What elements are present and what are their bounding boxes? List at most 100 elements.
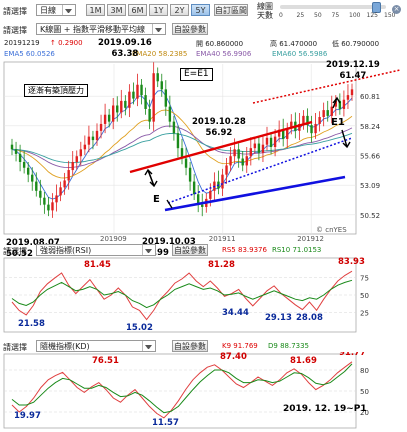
candle-body (116, 105, 119, 113)
period-button-1m[interactable]: 1M (86, 4, 105, 16)
low-readout: 低 60.790000 (332, 40, 380, 48)
watermark: © cnYES (316, 226, 347, 234)
custom-range-button[interactable]: 自訂區間 (214, 4, 248, 16)
period-select[interactable]: 日線 (36, 4, 76, 16)
candle-body (111, 105, 115, 122)
indicator-select[interactable]: K線圖 + 指數平滑移動平均線 (36, 23, 166, 35)
close-icon[interactable]: × (392, 5, 401, 14)
kd-custom-params-button[interactable]: 自設參數 (172, 340, 208, 352)
slider-tick: 125 (366, 12, 378, 19)
candle-body (148, 108, 151, 122)
candle-body (128, 91, 131, 108)
main-x-tick-label: 201912 (297, 235, 324, 242)
kd-y-tick-label: 80 (360, 367, 369, 375)
rsi-custom-params-button[interactable]: 自設參數 (172, 244, 208, 256)
kd-value-label: 87.40 (220, 352, 247, 362)
candle-body (152, 73, 155, 122)
candle-body (55, 195, 58, 203)
rsi-y-tick-label: 25 (360, 310, 369, 318)
peak-value: 63.38 (111, 49, 139, 59)
rsi-rs10-readout: RS10 71.0153 (272, 246, 322, 254)
ema20-readout: EMA20 58.2385 (132, 50, 188, 58)
mid-date: 2019.10.28 (192, 117, 246, 127)
kd-k9-readout: K9 91.769 (222, 342, 258, 350)
candle-body (237, 149, 240, 159)
candle-body (245, 156, 248, 166)
candle-body (168, 106, 172, 122)
days-slider-handle[interactable] (372, 2, 381, 13)
candle-body (286, 128, 289, 139)
high-readout: 高 61.470000 (270, 40, 318, 48)
candle-body (306, 115, 309, 126)
rsi-value-label: 34.44 (222, 308, 249, 318)
candle-body (334, 100, 338, 107)
trend-line-lower (164, 175, 346, 212)
ema5-readout: EMA5 60.0526 (4, 50, 55, 58)
period-button-3m[interactable]: 3M (107, 4, 126, 16)
ema60-readout: EMA60 56.5986 (272, 50, 328, 58)
kd-value-label: 91.77 (339, 352, 366, 358)
candle-body (342, 99, 346, 109)
days-slider-track[interactable] (280, 2, 386, 13)
candle-body (140, 84, 143, 96)
candle-body (26, 167, 30, 175)
main-y-tick-label: 55.66 (360, 153, 381, 161)
candle-body (22, 161, 26, 168)
candle-body (322, 110, 325, 118)
candle-body (188, 167, 192, 182)
kd-value-label: 81.69 (290, 356, 317, 366)
period-button-1y[interactable]: 1Y (149, 4, 168, 16)
change-readout: ↑ 0.2900 (50, 39, 83, 47)
kd-chart: 80 50 20 76.51 87.40 81.69 91.77 19.97 11.57 (3, 352, 369, 429)
indicator-select-label: 請選擇 (3, 26, 27, 35)
kd-select[interactable]: 隨機指標(KD) (36, 340, 156, 352)
custom-params-button[interactable]: 自設參數 (172, 23, 208, 35)
e1-label: E1 (331, 117, 345, 128)
chevron-down-icon (142, 341, 152, 351)
last-value: 61.47 (339, 71, 367, 81)
footer-note: 2019. 12. 19~P1 (283, 404, 367, 414)
rsi-y-tick-label: 75 (360, 275, 369, 283)
candle-body (95, 130, 99, 141)
candle-body (31, 174, 34, 182)
mid-annotation: 2019.10.28 56.92 (192, 117, 246, 139)
rsi-rs5-line (11, 270, 353, 321)
kd-y-tick-label: 50 (360, 388, 369, 396)
period-button-2y[interactable]: 2Y (170, 4, 189, 16)
kd-d9-line (11, 363, 353, 414)
kd-value-label: 19.97 (14, 411, 41, 421)
candle-body (107, 114, 111, 122)
indicator-select-value: K線圖 + 指數平滑移動平均線 (40, 25, 146, 34)
candle-body (265, 137, 269, 145)
trend-line-upper (129, 120, 313, 174)
ema40-readout: EMA40 56.9906 (196, 50, 252, 58)
low2-date: 2019.10.03 (142, 237, 196, 247)
lines-days-label: 線圖 天數 (257, 2, 273, 20)
candle-body (35, 181, 38, 191)
candle-body (75, 156, 78, 162)
candle-body (326, 110, 329, 116)
rsi-select[interactable]: 強弱指標(RSI) (36, 244, 156, 256)
candle-body (160, 81, 163, 90)
candle-body (144, 95, 147, 109)
candle-body (261, 144, 265, 153)
slider-tick: 25 (296, 12, 305, 19)
candle-body (184, 158, 188, 168)
candles (10, 62, 354, 218)
candle-body (330, 106, 333, 116)
candle-body (209, 190, 212, 199)
candle-body (273, 136, 277, 147)
period-button-6m[interactable]: 6M (128, 4, 147, 16)
candle-body (314, 123, 317, 134)
main-x-axis: 201909 201911 201912 (100, 235, 324, 242)
main-plot-frame (3, 61, 357, 235)
candle-body (346, 95, 350, 100)
resistance-note: 逐漸有築頂壓力 (24, 84, 88, 97)
rsi-value-label: 81.45 (84, 260, 111, 270)
candle-body (164, 89, 168, 107)
candle-body (302, 115, 305, 124)
period-button-5y[interactable]: 5Y (191, 4, 210, 16)
rsi-chart: 75 50 25 81.45 81.28 83.93 21.58 15.02 34.44 29.1… (3, 257, 369, 333)
rsi-value-label: 29.13 (265, 313, 292, 323)
